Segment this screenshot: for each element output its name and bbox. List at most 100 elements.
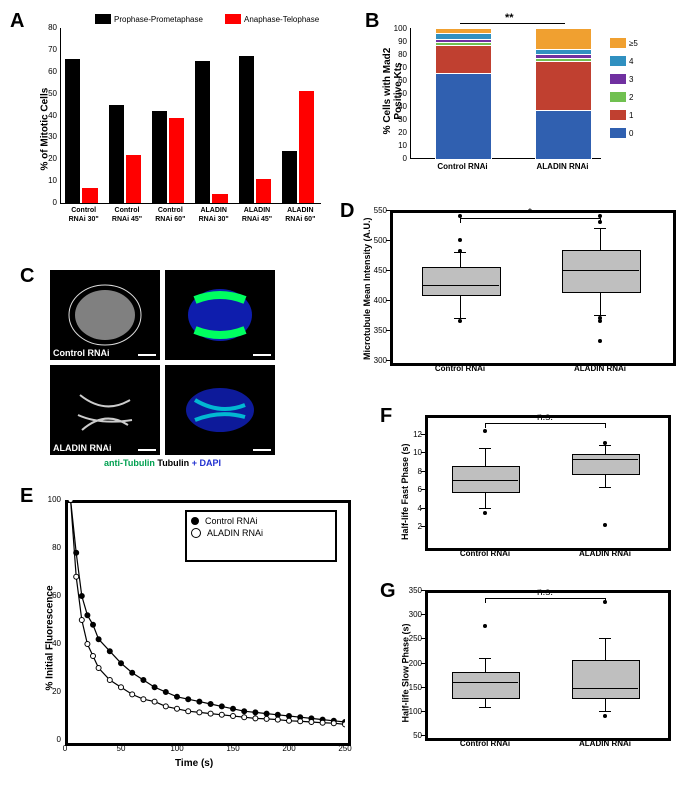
tick <box>421 614 425 615</box>
micrograph-aladin-color <box>165 365 275 455</box>
xcat: RNAi 30" <box>192 216 235 223</box>
whisker <box>485 658 486 673</box>
tick <box>386 330 390 331</box>
tick <box>421 735 425 736</box>
sig <box>485 423 605 424</box>
xcat: RNAi 30" <box>62 216 105 223</box>
median <box>572 688 638 689</box>
scale-bar <box>253 449 271 451</box>
outlier <box>483 511 487 515</box>
figure-panels: A % of Mitotic Cells B % Cells with Mad2… <box>10 10 690 789</box>
legend-item: Prophase-Prometaphase <box>95 14 203 24</box>
panel-a-label: A <box>10 10 24 33</box>
tick <box>386 210 390 211</box>
outlier <box>603 714 607 718</box>
ytick: 20 <box>42 154 57 163</box>
whisker-cap <box>479 707 491 708</box>
xcat: ALADIN RNAi <box>530 364 670 373</box>
ytick: 40 <box>42 111 57 120</box>
tick <box>421 590 425 591</box>
ytick: 80 <box>42 23 57 32</box>
median <box>562 270 639 271</box>
outlier <box>598 316 602 320</box>
median <box>422 285 499 286</box>
tick <box>386 300 390 301</box>
box <box>452 672 520 699</box>
ytick: 300 <box>365 356 387 365</box>
panel-b-label: B <box>365 10 379 33</box>
xcat: ALADIN <box>279 207 322 214</box>
median <box>452 682 518 683</box>
outlier <box>603 441 607 445</box>
whisker <box>485 448 486 467</box>
xcat: RNAi 60" <box>149 216 192 223</box>
micrograph-label-control: Control RNAi <box>53 348 110 358</box>
xtick: 150 <box>223 744 243 753</box>
sig <box>485 423 486 428</box>
ytick: 60 <box>41 591 61 600</box>
micrograph-control-gray: Control RNAi <box>50 270 160 360</box>
sig <box>460 218 461 223</box>
sig-label: n.s. <box>530 412 560 423</box>
xcat: RNAi 45" <box>105 216 148 223</box>
ytick: 50 <box>400 731 422 740</box>
panel-g-ylabel: Half-life Slow Phase (s) <box>401 588 411 723</box>
whisker <box>485 491 486 508</box>
xcat: RNAi 60" <box>279 216 322 223</box>
ytick: 350 <box>365 326 387 335</box>
sig-label: * <box>515 207 545 218</box>
ytick: 550 <box>365 206 387 215</box>
whisker-cap <box>599 487 611 488</box>
ytick: 70 <box>42 45 57 54</box>
sig <box>460 218 600 219</box>
xtick: 50 <box>111 744 131 753</box>
bar <box>212 194 227 203</box>
outlier <box>458 319 462 323</box>
xcat: Control RNAi <box>390 364 530 373</box>
ytick: 150 <box>400 683 422 692</box>
legend-item: 2 <box>610 92 633 102</box>
bar <box>169 118 184 203</box>
scale-bar <box>138 449 156 451</box>
bar <box>195 61 210 203</box>
stackbar <box>535 61 592 111</box>
ytick: 300 <box>400 610 422 619</box>
ytick: 0 <box>390 154 407 163</box>
ytick: 10 <box>390 141 407 150</box>
tick <box>421 508 425 509</box>
xcat: ALADIN <box>192 207 235 214</box>
bar <box>65 59 80 203</box>
ytick: 20 <box>41 687 61 696</box>
ytick: 8 <box>400 467 422 476</box>
whisker <box>605 473 606 488</box>
xcat: Control <box>149 207 192 214</box>
xcat: Control <box>105 207 148 214</box>
sig <box>485 598 486 603</box>
whisker-cap <box>479 448 491 449</box>
sig-label: ** <box>505 12 514 24</box>
xcat: ALADIN RNAi <box>525 162 600 171</box>
tick <box>421 663 425 664</box>
ytick: 70 <box>390 63 407 72</box>
whisker <box>605 697 606 711</box>
xcat: Control RNAi <box>425 549 545 558</box>
xtick: 250 <box>335 744 355 753</box>
ytick: 10 <box>400 448 422 457</box>
ytick: 350 <box>400 586 422 595</box>
xtick: 200 <box>279 744 299 753</box>
sig-label: n.s. <box>530 587 560 598</box>
ytick: 30 <box>42 132 57 141</box>
tick <box>386 360 390 361</box>
stackbar <box>435 28 492 34</box>
ytick: 60 <box>42 67 57 76</box>
xcat: ALADIN <box>235 207 278 214</box>
xtick: 100 <box>167 744 187 753</box>
ytick: 100 <box>400 707 422 716</box>
whisker <box>605 638 606 660</box>
bar <box>299 91 314 203</box>
stackbar <box>435 72 492 160</box>
tick <box>386 270 390 271</box>
scale-bar <box>138 354 156 356</box>
xcat: Control RNAi <box>425 162 500 171</box>
panel-d-label: D <box>340 200 354 223</box>
